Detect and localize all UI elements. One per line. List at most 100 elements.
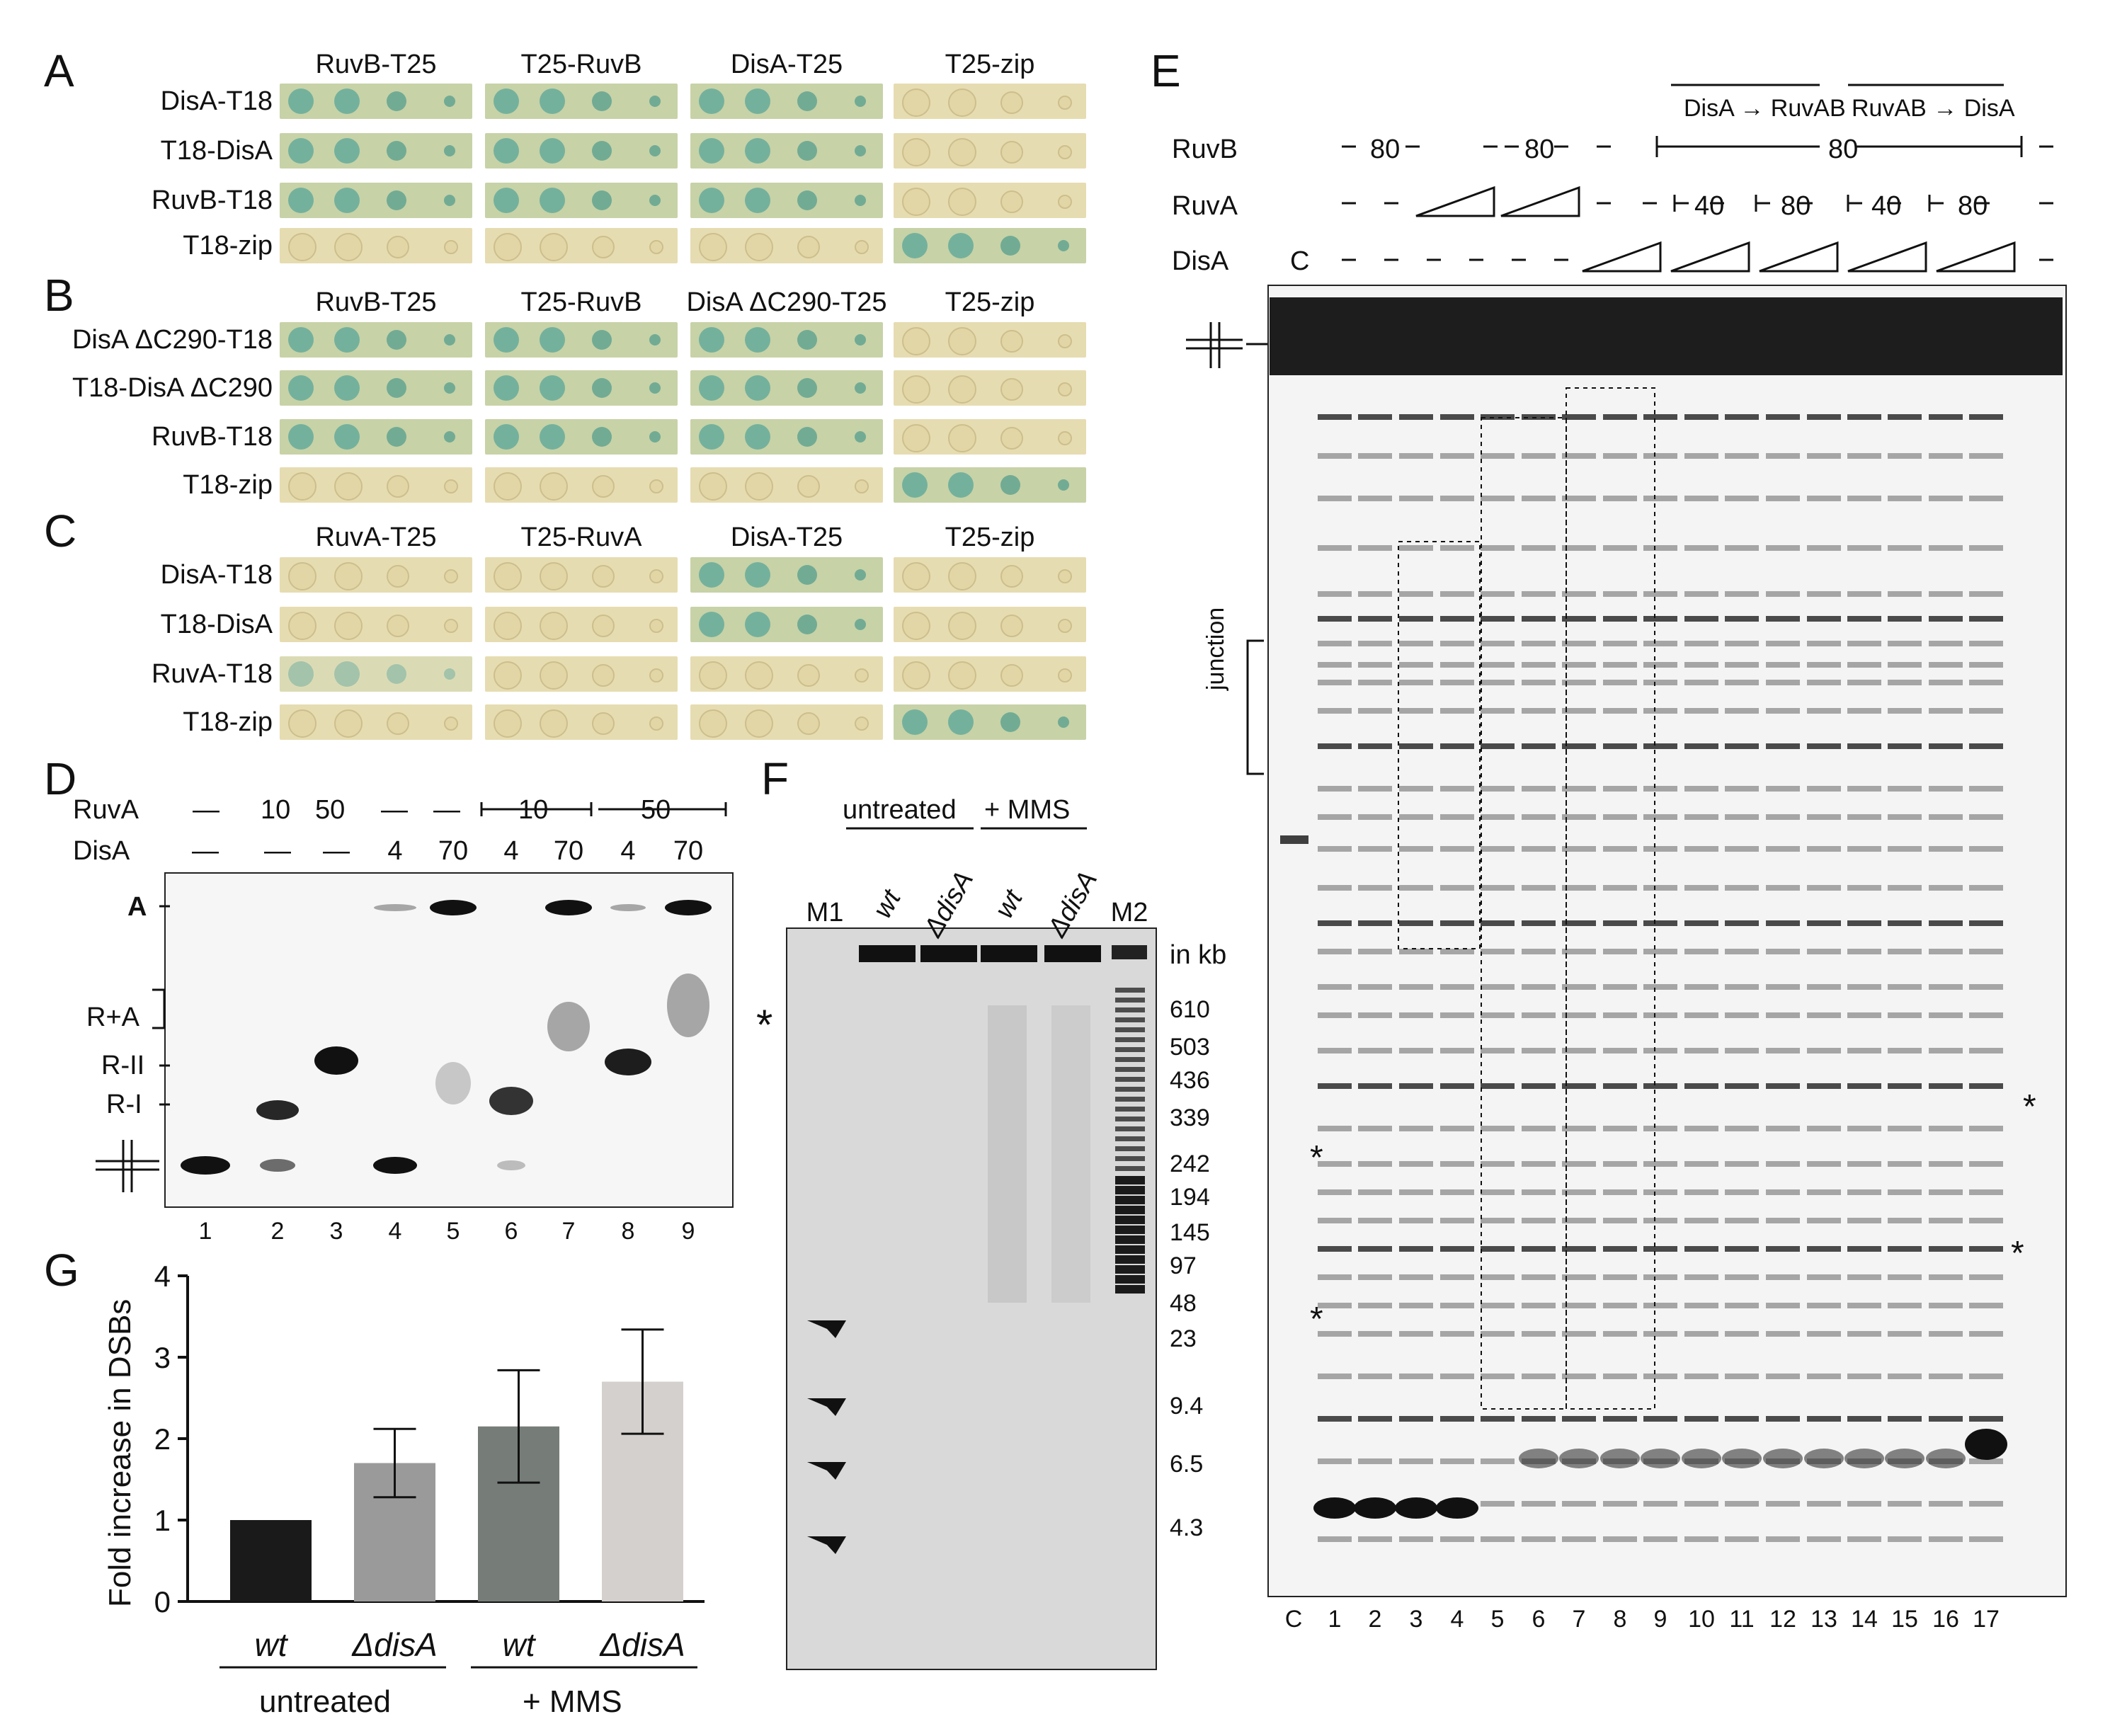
sequencing-band xyxy=(1888,949,1922,954)
sequencing-band xyxy=(1929,708,1963,714)
colony-spot xyxy=(288,375,314,401)
colony-spot xyxy=(387,615,409,637)
sequencing-band xyxy=(1847,1126,1881,1131)
col-header-c-1: T25-RuvA xyxy=(520,522,642,552)
sequencing-band xyxy=(1766,1012,1800,1018)
sequencing-band xyxy=(1603,1126,1637,1131)
sequencing-band xyxy=(1888,1189,1922,1195)
sequencing-band xyxy=(1481,1083,1515,1089)
sequencing-band xyxy=(1969,496,2003,501)
e-asterisk: * xyxy=(1310,1139,1323,1177)
colony-spot xyxy=(444,382,455,394)
sequencing-band xyxy=(1929,786,1963,792)
sequencing-band xyxy=(1929,814,1963,820)
sequencing-band xyxy=(1969,846,2003,852)
sequencing-band xyxy=(1481,1458,1515,1464)
sequencing-band xyxy=(1399,708,1433,714)
colony-spot xyxy=(288,472,316,501)
sequencing-band xyxy=(1969,1536,2003,1542)
sequencing-band xyxy=(1481,545,1515,551)
e-lane-number-14: 14 xyxy=(1851,1606,1878,1633)
d-lane-number-8: 8 xyxy=(621,1218,635,1245)
sequencing-band xyxy=(1562,885,1596,891)
pfge-well-band xyxy=(1044,945,1101,962)
ladder-band xyxy=(1115,1196,1145,1204)
sequencing-band xyxy=(1847,414,1881,420)
colony-spot xyxy=(288,612,316,640)
ladder-band xyxy=(1115,1156,1145,1161)
colony-spot xyxy=(540,661,568,690)
colony-spot xyxy=(855,96,866,107)
sequencing-band xyxy=(1358,1189,1392,1195)
sequencing-band xyxy=(1440,1458,1474,1464)
sequencing-band xyxy=(1766,496,1800,501)
sequencing-band xyxy=(1358,1374,1392,1379)
sequencing-band xyxy=(1522,1416,1556,1422)
pfge-well-band xyxy=(981,945,1037,962)
e-order-2: RuvAB → DisA xyxy=(1852,95,2015,122)
colony-spot xyxy=(649,716,663,731)
sequencing-band xyxy=(1562,662,1596,668)
sequencing-band xyxy=(1684,920,1718,926)
sequencing-band xyxy=(1603,545,1637,551)
d-ruva-val-4: — xyxy=(381,795,408,825)
e-ruvb-label: RuvB xyxy=(1172,135,1238,164)
sequencing-band xyxy=(1929,496,1963,501)
sequencing-band xyxy=(1318,1161,1352,1167)
highlight-box xyxy=(1481,417,1567,1410)
sequencing-band xyxy=(1603,920,1637,926)
sequencing-band xyxy=(1522,1189,1556,1195)
sequencing-band xyxy=(1969,1189,2003,1195)
colony-spot xyxy=(699,138,724,164)
marker-band xyxy=(807,1320,846,1338)
sequencing-band xyxy=(1522,1083,1556,1089)
sequencing-band xyxy=(1643,616,1677,622)
sequencing-band xyxy=(1440,786,1474,792)
colony-spot xyxy=(649,334,661,346)
e-lane-number-6: 6 xyxy=(1532,1606,1546,1633)
colony-spot xyxy=(797,330,817,350)
sequencing-band xyxy=(1358,984,1392,990)
spot-strip xyxy=(485,467,678,503)
substrate-band xyxy=(1270,297,2063,375)
sequencing-band xyxy=(1603,1274,1637,1280)
sequencing-band xyxy=(1807,1374,1841,1379)
colony-spot xyxy=(699,562,724,588)
sequencing-band xyxy=(1888,1416,1922,1422)
colony-spot xyxy=(649,382,661,394)
colony-spot xyxy=(540,424,565,450)
sequencing-band xyxy=(1399,1048,1433,1053)
ladder-band xyxy=(1115,1007,1145,1012)
colony-spot xyxy=(649,479,663,493)
sequencing-band xyxy=(1643,1161,1677,1167)
colony-spot xyxy=(592,330,612,350)
ladder-band xyxy=(1115,1206,1145,1214)
sequencing-band xyxy=(1888,708,1922,714)
sequencing-band xyxy=(1766,616,1800,622)
colony-spot xyxy=(387,190,406,210)
sequencing-band xyxy=(1399,786,1433,792)
colony-spot xyxy=(494,233,522,261)
sequencing-band xyxy=(1399,1536,1433,1542)
colony-spot xyxy=(948,375,976,404)
f-marker-2: 436 xyxy=(1170,1067,1210,1094)
colony-spot xyxy=(540,88,565,114)
colony-spot xyxy=(797,475,820,498)
colony-spot xyxy=(288,709,316,738)
sequencing-band xyxy=(1481,1501,1515,1507)
sequencing-band xyxy=(1929,1274,1963,1280)
sequencing-band xyxy=(1440,1048,1474,1053)
f-marker-1: 503 xyxy=(1170,1034,1210,1061)
sequencing-band xyxy=(1847,1501,1881,1507)
emsa-band xyxy=(545,900,592,915)
sequencing-band xyxy=(1440,1536,1474,1542)
col-header-a-3: T25-zip xyxy=(945,50,1035,79)
f-marker-12: 4.3 xyxy=(1170,1514,1204,1541)
sequencing-band xyxy=(1603,1331,1637,1337)
sequencing-band xyxy=(1603,1303,1637,1308)
spot-strip xyxy=(485,370,678,406)
sequencing-band xyxy=(1522,814,1556,820)
colony-spot xyxy=(334,327,360,353)
sequencing-band xyxy=(1481,814,1515,820)
colony-spot xyxy=(540,562,568,590)
